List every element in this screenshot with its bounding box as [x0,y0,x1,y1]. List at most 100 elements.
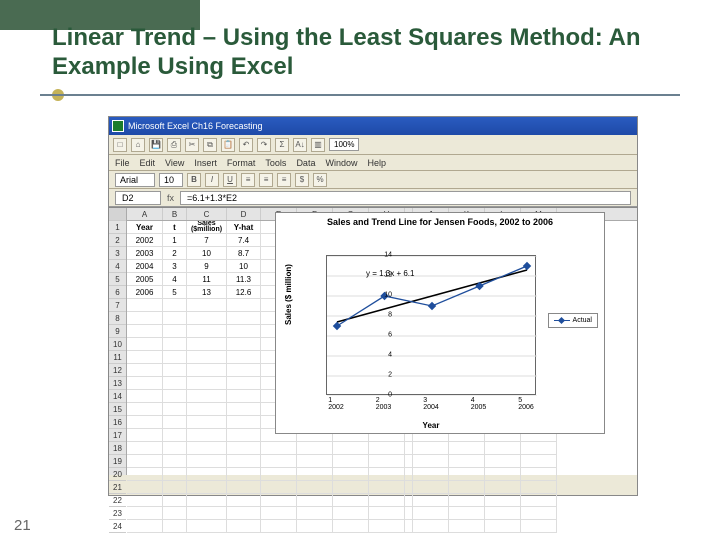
cell-E22[interactable] [261,494,297,507]
cell-D24[interactable] [227,520,261,533]
cell-F20[interactable] [297,468,333,481]
cell-M19[interactable] [521,455,557,468]
name-box[interactable]: D2 [115,191,161,205]
row-header-1[interactable]: 1 [109,221,126,234]
cell-I24[interactable] [405,520,413,533]
cell-A4[interactable]: 2004 [127,260,163,273]
cell-G22[interactable] [333,494,369,507]
formula-input[interactable]: =6.1+1.3*E2 [180,191,631,205]
cell-B23[interactable] [163,507,187,520]
cell-C22[interactable] [187,494,227,507]
cell-B1[interactable]: t [163,221,187,234]
cell-C2[interactable]: 7 [187,234,227,247]
cell-B6[interactable]: 5 [163,286,187,299]
new-icon[interactable]: □ [113,138,127,152]
cell-B14[interactable] [163,390,187,403]
cell-I18[interactable] [405,442,413,455]
row-header-17[interactable]: 17 [109,429,126,442]
cell-A13[interactable] [127,377,163,390]
italic-icon[interactable]: I [205,173,219,187]
cell-C11[interactable] [187,351,227,364]
align-right-icon[interactable]: ≡ [277,173,291,187]
cell-I20[interactable] [405,468,413,481]
cell-A7[interactable] [127,299,163,312]
col-header-C[interactable]: C [187,208,227,220]
open-icon[interactable]: ⌂ [131,138,145,152]
cell-B12[interactable] [163,364,187,377]
select-all-corner[interactable] [109,208,126,221]
cell-K23[interactable] [449,507,485,520]
cell-H18[interactable] [369,442,405,455]
cell-D5[interactable]: 11.3 [227,273,261,286]
cell-B21[interactable] [163,481,187,494]
cell-D19[interactable] [227,455,261,468]
cell-A23[interactable] [127,507,163,520]
menu-view[interactable]: View [165,158,184,168]
cell-D17[interactable] [227,429,261,442]
cell-J20[interactable] [413,468,449,481]
cell-C3[interactable]: 10 [187,247,227,260]
cell-B19[interactable] [163,455,187,468]
cell-L19[interactable] [485,455,521,468]
cell-C12[interactable] [187,364,227,377]
cell-B15[interactable] [163,403,187,416]
cell-D4[interactable]: 10 [227,260,261,273]
fx-icon[interactable]: fx [167,193,174,203]
row-header-3[interactable]: 3 [109,247,126,260]
cell-C7[interactable] [187,299,227,312]
save-icon[interactable]: 💾 [149,138,163,152]
print-icon[interactable]: ⎙ [167,138,181,152]
row-header-14[interactable]: 14 [109,390,126,403]
cell-C14[interactable] [187,390,227,403]
cell-B8[interactable] [163,312,187,325]
menu-window[interactable]: Window [325,158,357,168]
col-header-D[interactable]: D [227,208,261,220]
cell-A12[interactable] [127,364,163,377]
cell-J24[interactable] [413,520,449,533]
cell-G21[interactable] [333,481,369,494]
row-header-24[interactable]: 24 [109,520,126,533]
cell-F24[interactable] [297,520,333,533]
font-name-select[interactable]: Arial [115,173,155,187]
cell-G18[interactable] [333,442,369,455]
cell-C16[interactable] [187,416,227,429]
cell-C21[interactable] [187,481,227,494]
cell-C13[interactable] [187,377,227,390]
cell-G19[interactable] [333,455,369,468]
cell-K18[interactable] [449,442,485,455]
cell-A14[interactable] [127,390,163,403]
row-header-5[interactable]: 5 [109,273,126,286]
undo-icon[interactable]: ↶ [239,138,253,152]
cell-K20[interactable] [449,468,485,481]
cell-L23[interactable] [485,507,521,520]
cell-J21[interactable] [413,481,449,494]
cell-I22[interactable] [405,494,413,507]
cell-E19[interactable] [261,455,297,468]
cell-A2[interactable]: 2002 [127,234,163,247]
cell-C8[interactable] [187,312,227,325]
bold-icon[interactable]: B [187,173,201,187]
cell-D3[interactable]: 8.7 [227,247,261,260]
cell-H23[interactable] [369,507,405,520]
cell-D6[interactable]: 12.6 [227,286,261,299]
autosum-icon[interactable]: Σ [275,138,289,152]
cell-D1[interactable]: Y-hat [227,221,261,234]
sort-icon[interactable]: A↓ [293,138,307,152]
cell-B10[interactable] [163,338,187,351]
cell-A5[interactable]: 2005 [127,273,163,286]
row-header-12[interactable]: 12 [109,364,126,377]
cell-C1[interactable]: Sales($million) [187,221,227,234]
cell-K24[interactable] [449,520,485,533]
menu-insert[interactable]: Insert [194,158,217,168]
row-header-18[interactable]: 18 [109,442,126,455]
cell-D9[interactable] [227,325,261,338]
cell-K21[interactable] [449,481,485,494]
cell-C24[interactable] [187,520,227,533]
cell-I23[interactable] [405,507,413,520]
row-header-15[interactable]: 15 [109,403,126,416]
cell-A19[interactable] [127,455,163,468]
cell-B16[interactable] [163,416,187,429]
cell-D20[interactable] [227,468,261,481]
row-header-6[interactable]: 6 [109,286,126,299]
cell-B9[interactable] [163,325,187,338]
